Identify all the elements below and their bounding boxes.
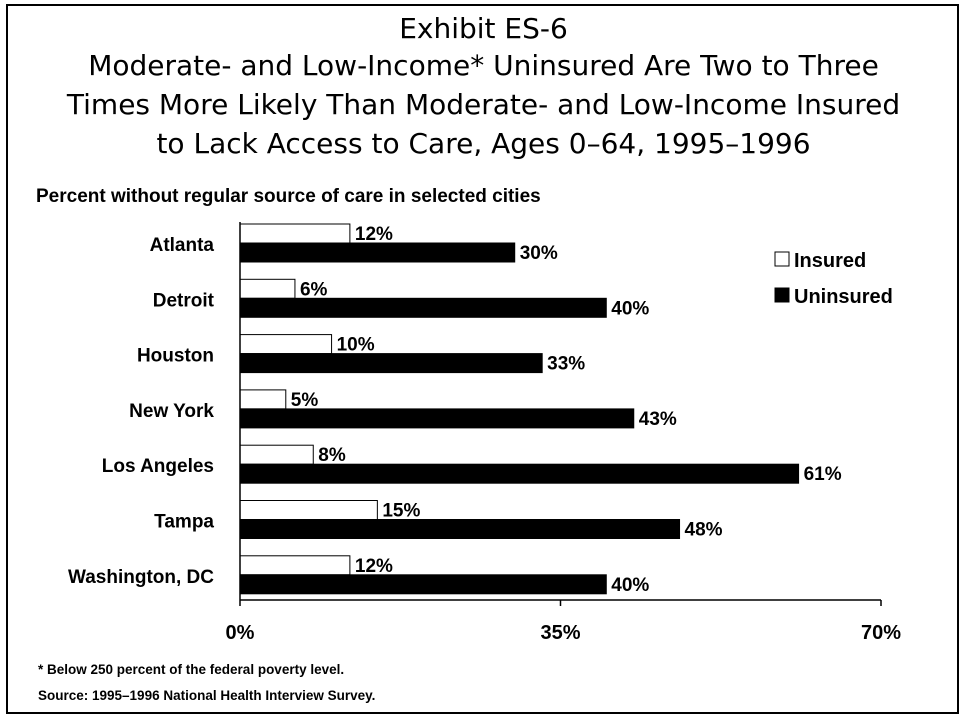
uninsured-bar: [239, 353, 543, 374]
uninsured-bar: [239, 408, 635, 429]
x-tick-label: 35%: [540, 622, 580, 644]
legend-label-uninsured: Uninsured: [794, 286, 893, 308]
uninsured-value-label: 61%: [804, 464, 842, 485]
uninsured-bar: [239, 519, 681, 539]
uninsured-value-label: 40%: [611, 575, 649, 596]
uninsured-value-label: 43%: [639, 409, 677, 430]
uninsured-value-label: 48%: [685, 520, 723, 541]
category-label-houston: Houston: [137, 346, 214, 367]
legend-label-insured: Insured: [794, 250, 866, 272]
category-label-los-angeles: Los Angeles: [102, 456, 214, 477]
category-label-detroit: Detroit: [153, 290, 215, 311]
uninsured-value-label: 30%: [520, 243, 558, 264]
insured-value-label: 15%: [382, 501, 420, 522]
category-label-tampa: Tampa: [154, 512, 214, 533]
chart-title-line-3: Times More Likely Than Moderate- and Low…: [66, 88, 901, 121]
footnote-source: Source: 1995–1996 National Health Interv…: [38, 688, 376, 703]
insured-bar: [239, 389, 287, 410]
insured-value-label: 12%: [355, 224, 393, 245]
category-label-new-york: New York: [129, 401, 214, 422]
insured-bar: [239, 555, 351, 576]
chart-subtitle: Percent without regular source of care i…: [36, 186, 541, 207]
category-label-washington-dc: Washington, DC: [68, 567, 214, 588]
insured-value-label: 8%: [318, 445, 346, 466]
chart-title-line-4: to Lack Access to Care, Ages 0–64, 1995–…: [156, 127, 811, 160]
uninsured-bar: [239, 297, 607, 318]
x-tick-label: 70%: [861, 622, 901, 644]
insured-value-label: 12%: [355, 556, 393, 577]
category-label-atlanta: Atlanta: [150, 235, 215, 256]
insured-bar: [239, 334, 333, 355]
insured-value-label: 5%: [291, 390, 319, 411]
insured-value-label: 6%: [300, 279, 328, 300]
legend-swatch-uninsured: [774, 287, 790, 303]
insured-bar: [239, 223, 351, 244]
chart-title-line-1: Exhibit ES-6: [399, 12, 568, 45]
uninsured-value-label: 40%: [611, 298, 649, 319]
insured-bar: [239, 278, 296, 299]
insured-value-label: 10%: [337, 335, 375, 356]
uninsured-value-label: 33%: [547, 354, 585, 375]
chart-title-line-2: Moderate- and Low-Income* Uninsured Are …: [88, 49, 879, 82]
uninsured-bar: [239, 242, 516, 263]
uninsured-bar: [239, 574, 607, 595]
insured-bar: [239, 500, 378, 520]
footnote-poverty: * Below 250 percent of the federal pover…: [38, 662, 345, 677]
uninsured-bar: [239, 463, 800, 484]
insured-bar: [239, 444, 314, 465]
legend-swatch-insured: [774, 251, 790, 267]
x-tick-label: 0%: [226, 622, 255, 644]
